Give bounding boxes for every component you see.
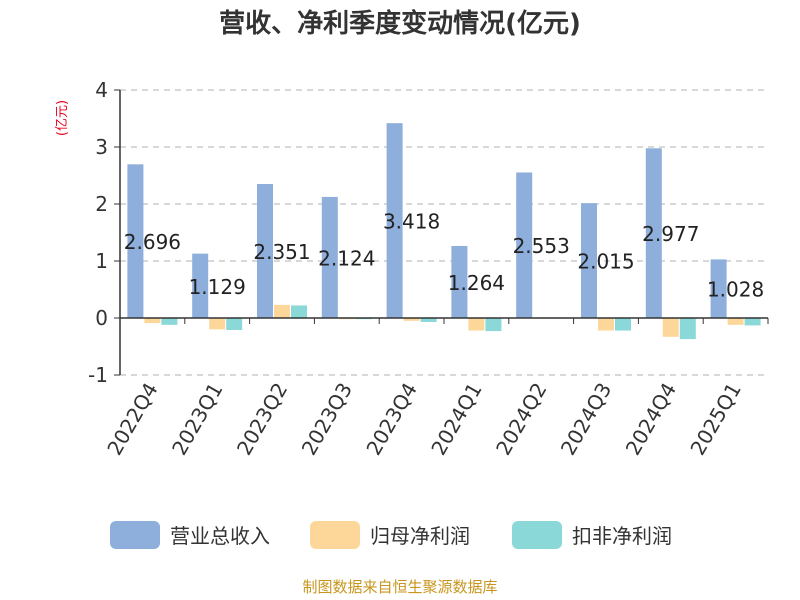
x-tick-label-7: 2024Q3: [556, 379, 616, 460]
source-note: 制图数据来自恒生聚源数据库: [302, 578, 497, 596]
bar-s0-2024Q4[interactable]: [645, 148, 662, 318]
y-tick-label-3: 2: [95, 192, 108, 216]
legend-item-1[interactable]: 归母净利润: [310, 521, 470, 549]
legend-item-0[interactable]: 营业总收入: [110, 521, 270, 549]
y-tick-label-1: 0: [95, 306, 108, 330]
bar-s0-2024Q1[interactable]: [451, 245, 468, 318]
bar-s0-2022Q4[interactable]: [127, 164, 144, 318]
y-tick-label-2: 1: [95, 249, 108, 273]
bar-s1-2023Q1[interactable]: [209, 318, 226, 330]
y-tick-label-5: 4: [95, 78, 108, 102]
bar-s1-2024Q3[interactable]: [598, 318, 614, 331]
x-tick-label-4: 2023Q4: [361, 379, 421, 460]
data-label-2: 2.351: [253, 240, 310, 264]
data-label-1: 1.129: [189, 275, 246, 299]
x-tick-label-8: 2024Q4: [621, 379, 681, 460]
legend[interactable]: 营业总收入 归母净利润 扣非净利润: [110, 521, 672, 549]
y-tick-label-4: 3: [95, 135, 108, 159]
legend-item-2[interactable]: 扣非净利润: [512, 521, 672, 549]
data-label-7: 2.015: [577, 250, 634, 274]
bar-s1-2024Q1[interactable]: [468, 318, 485, 331]
x-tick-label-3: 2023Q3: [297, 379, 357, 460]
data-label-6: 2.553: [513, 234, 570, 258]
bar-s2-2023Q1[interactable]: [226, 318, 243, 330]
x-tick-label-6: 2024Q2: [491, 379, 551, 460]
bar-s2-2025Q1[interactable]: [744, 318, 761, 326]
legend-swatch-1[interactable]: [310, 521, 360, 549]
bar-s0-2023Q4[interactable]: [386, 123, 403, 318]
bar-s0-2023Q2[interactable]: [257, 183, 273, 318]
bar-s1-2023Q4[interactable]: [403, 318, 420, 321]
legend-label-0[interactable]: 营业总收入: [170, 524, 270, 548]
x-tick-label-2: 2023Q2: [232, 379, 292, 460]
bar-s1-2023Q2[interactable]: [274, 304, 290, 318]
data-label-5: 1.264: [448, 271, 505, 295]
bars: [127, 123, 761, 340]
data-label-9: 1.028: [707, 278, 764, 302]
bar-s0-2025Q1[interactable]: [710, 259, 727, 318]
bar-s2-2024Q3[interactable]: [615, 318, 631, 331]
data-label-8: 2.977: [642, 222, 699, 246]
legend-swatch-2[interactable]: [512, 521, 562, 549]
bar-s1-2024Q4[interactable]: [662, 318, 679, 337]
bar-s2-2024Q4[interactable]: [679, 318, 696, 340]
data-label-0: 2.696: [124, 230, 181, 254]
bar-s0-2023Q1[interactable]: [192, 253, 209, 318]
y-tick-label-0: -1: [88, 363, 108, 387]
bar-s2-2022Q4[interactable]: [161, 318, 178, 325]
bar-s0-2023Q3[interactable]: [321, 196, 338, 318]
x-tick-label-9: 2025Q1: [685, 379, 745, 460]
data-label-3: 2.124: [318, 246, 375, 270]
legend-label-2[interactable]: 扣非净利润: [572, 524, 672, 548]
bar-s1-2022Q4[interactable]: [144, 318, 161, 324]
legend-swatch-0[interactable]: [110, 521, 160, 549]
bar-s0-2024Q2[interactable]: [516, 172, 533, 318]
x-tick-label-5: 2024Q1: [426, 379, 486, 460]
bar-s2-2024Q1[interactable]: [485, 318, 502, 332]
x-tick-label-0: 2022Q4: [102, 379, 162, 460]
bar-s1-2025Q1[interactable]: [727, 318, 744, 325]
data-label-4: 3.418: [383, 210, 440, 234]
legend-label-1[interactable]: 归母净利润: [370, 524, 470, 548]
x-tick-label-1: 2023Q1: [167, 379, 227, 460]
chart-title: 营收、净利季度变动情况(亿元): [219, 8, 581, 39]
bar-s2-2023Q4[interactable]: [420, 318, 437, 322]
bar-s2-2023Q2[interactable]: [291, 305, 307, 318]
y-axis-label: (亿元): [55, 100, 70, 136]
data-labels: 2.696 1.129 2.351 2.124 3.418 1.264 2.553 2.015…: [124, 210, 764, 302]
bar-s0-2024Q3[interactable]: [581, 203, 597, 318]
